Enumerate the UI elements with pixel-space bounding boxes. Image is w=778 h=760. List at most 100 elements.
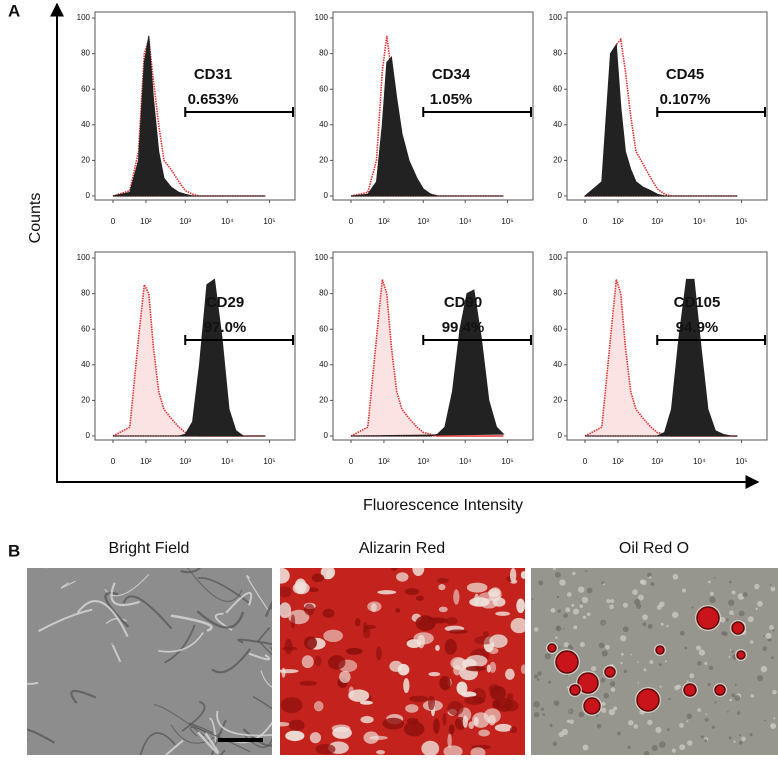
speckle <box>565 607 571 613</box>
stain-blob <box>360 716 374 724</box>
speckle <box>666 624 669 628</box>
speckle <box>728 599 735 606</box>
speckle <box>569 719 574 724</box>
cell-outline <box>170 614 213 632</box>
x-tick-label: 10² <box>140 217 152 226</box>
stain-blob <box>447 701 464 716</box>
speckle <box>647 572 652 578</box>
stain-blob <box>436 577 449 584</box>
stain-blob <box>365 624 377 630</box>
stain-blob <box>447 733 452 748</box>
histogram-area <box>350 279 504 437</box>
stain-blob <box>382 717 405 730</box>
speckle <box>630 653 632 656</box>
y-tick-label: 60 <box>553 324 562 333</box>
stain-blob <box>489 661 497 673</box>
panel-label: A <box>8 1 20 20</box>
stain-blob <box>509 726 518 734</box>
speckle <box>757 600 763 607</box>
y-tick-label: 100 <box>315 13 329 22</box>
cell-outline <box>246 575 270 613</box>
speckle <box>620 652 624 656</box>
stain-blob <box>466 582 488 593</box>
speckle <box>754 583 760 590</box>
speckle <box>554 571 561 578</box>
stain-blob <box>428 671 441 677</box>
scale-bar <box>218 738 263 742</box>
speckle <box>635 603 642 609</box>
histogram-area <box>585 278 738 437</box>
x-tick-label: 10⁴ <box>693 217 706 226</box>
stain-blob <box>304 636 317 650</box>
speckle <box>738 734 741 737</box>
cell-outline <box>252 696 272 710</box>
speckle <box>566 592 572 597</box>
stain-blob <box>339 670 351 683</box>
speckle <box>725 618 729 622</box>
speckle <box>734 683 737 686</box>
stain-blob <box>326 569 333 580</box>
speckle <box>686 680 689 683</box>
speckle <box>772 689 777 695</box>
speckle <box>672 573 679 580</box>
cell-outline <box>27 728 56 744</box>
speckle <box>609 604 614 610</box>
stain-blob <box>280 568 290 584</box>
lipid-droplet <box>547 643 557 653</box>
cell-outline <box>225 592 253 614</box>
stain-blob <box>428 695 435 711</box>
speckle <box>603 692 609 699</box>
stain-blob <box>288 719 305 731</box>
x-tick-label: 10⁴ <box>221 457 234 466</box>
speckle <box>620 635 627 642</box>
stain-blob <box>456 681 468 695</box>
gate-name: CD105 <box>674 294 721 311</box>
y-tick-label: 60 <box>81 324 90 333</box>
x-tick-label: 10⁴ <box>459 457 472 466</box>
stain-blob <box>415 615 436 631</box>
stain-blob <box>285 730 305 742</box>
x-tick-label: 0 <box>583 457 588 466</box>
histogram-area <box>350 56 504 197</box>
speckle <box>633 724 639 729</box>
histogram-area <box>350 289 505 437</box>
speckle <box>689 673 695 679</box>
x-tick-label: 0 <box>111 457 116 466</box>
x-tick-label: 10² <box>612 217 624 226</box>
gate-name: CD90 <box>444 294 482 311</box>
cell-outline <box>260 670 272 688</box>
image-title: Bright Field <box>109 540 190 557</box>
plot-frame <box>566 11 768 201</box>
stain-blob <box>464 696 485 705</box>
speckle <box>647 719 653 726</box>
speckle <box>738 740 743 745</box>
speckle <box>772 629 775 632</box>
lipid-droplet <box>569 684 581 696</box>
speckle <box>773 717 776 720</box>
speckle <box>668 697 671 701</box>
speckle <box>749 732 753 737</box>
y-tick-label: 0 <box>324 431 329 440</box>
stain-blob <box>375 646 382 661</box>
cell-outline <box>38 608 93 633</box>
speckle <box>763 719 766 722</box>
y-tick-label: 80 <box>553 49 562 58</box>
stain-blob <box>377 590 397 595</box>
lipid-droplet <box>655 645 665 655</box>
stain-blob <box>281 667 286 678</box>
histogram-panel: 0 20 40 60 80 100 0 10² 10³ 10⁴ 10⁵ CD29 97.0% <box>77 251 296 466</box>
stain-blob <box>510 617 525 634</box>
speckle <box>566 719 571 724</box>
speckle <box>771 724 774 728</box>
bright-field-image <box>27 568 272 755</box>
speckle <box>572 571 576 576</box>
gate-percent: 0.107% <box>660 91 711 108</box>
x-tick-label: 10⁵ <box>263 457 275 466</box>
cell-outline <box>248 652 271 661</box>
speckle <box>533 700 540 708</box>
cell-outline <box>104 591 130 628</box>
speckle <box>563 627 565 630</box>
stain-blob <box>520 571 525 579</box>
stain-blob <box>403 678 410 694</box>
speckle <box>590 665 597 672</box>
